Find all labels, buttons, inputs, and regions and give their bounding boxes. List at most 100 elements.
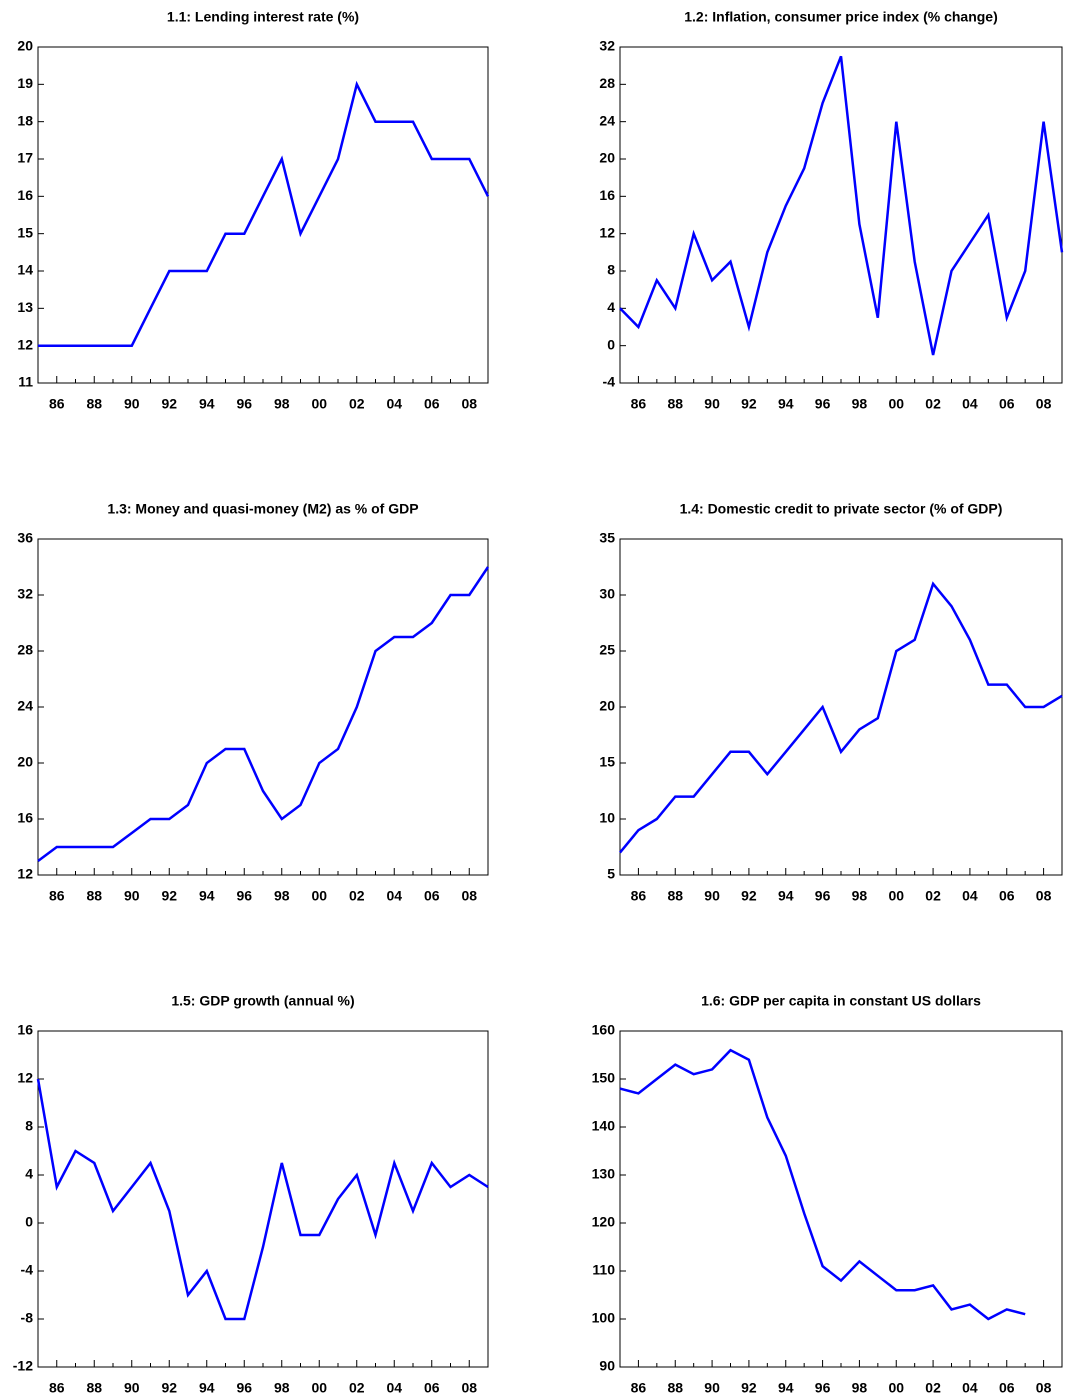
y-tick-label: 5 xyxy=(607,866,615,882)
x-tick-label: 94 xyxy=(199,1380,215,1395)
x-tick-label: 96 xyxy=(236,396,252,412)
y-tick-label: 11 xyxy=(18,374,33,390)
x-tick-label: 90 xyxy=(704,396,720,412)
y-tick-label: 16 xyxy=(17,187,33,203)
y-tick-label: 28 xyxy=(17,642,33,658)
y-tick-label: 20 xyxy=(599,698,615,714)
x-tick-label: 96 xyxy=(236,888,252,904)
x-tick-label: 92 xyxy=(161,396,177,412)
x-tick-label: 86 xyxy=(631,1380,647,1395)
x-tick-label: 92 xyxy=(741,1380,757,1395)
y-tick-label: 8 xyxy=(607,262,615,278)
chart-title: 1.4: Domestic credit to private sector (… xyxy=(680,501,1003,517)
x-tick-label: 08 xyxy=(1036,888,1052,904)
y-tick-label: 13 xyxy=(17,299,33,315)
plot-frame xyxy=(37,46,489,384)
x-tick-label: 00 xyxy=(888,396,904,412)
plot-frame xyxy=(619,46,1063,384)
x-tick-label: 02 xyxy=(349,396,365,412)
y-tick-label: 140 xyxy=(592,1118,616,1134)
y-tick-label: 16 xyxy=(599,187,615,203)
y-tick-label: 90 xyxy=(599,1358,615,1374)
x-tick-label: 92 xyxy=(161,1380,177,1395)
y-tick-label: -4 xyxy=(21,1262,34,1278)
x-tick-label: 96 xyxy=(815,888,831,904)
y-tick-label: 25 xyxy=(599,642,615,658)
y-tick-label: 17 xyxy=(17,150,33,166)
data-line xyxy=(619,1048,1026,1321)
plot-frame xyxy=(619,1030,1063,1368)
x-tick-label: 04 xyxy=(386,1380,402,1395)
x-tick-label: 96 xyxy=(236,1380,252,1395)
x-tick-label: 04 xyxy=(962,888,978,904)
x-tick-label: 90 xyxy=(704,1380,720,1395)
chart-title: 1.2: Inflation, consumer price index (% … xyxy=(684,9,998,25)
x-tick-label: 04 xyxy=(962,1380,978,1395)
chart-title: 1.1: Lending interest rate (%) xyxy=(167,9,359,25)
x-tick-label: 98 xyxy=(852,1380,868,1395)
x-tick-label: 06 xyxy=(424,888,440,904)
x-tick-label: 92 xyxy=(741,888,757,904)
y-tick-label: 100 xyxy=(592,1310,616,1326)
x-tick-label: 94 xyxy=(778,1380,794,1395)
y-tick-label: 16 xyxy=(17,810,33,826)
x-tick-label: 88 xyxy=(667,1380,683,1395)
x-tick-label: 94 xyxy=(778,888,794,904)
x-tick-label: 04 xyxy=(386,888,402,904)
data-line xyxy=(38,80,490,347)
y-tick-label: 35 xyxy=(599,530,615,546)
chart-title: 1.3: Money and quasi-money (M2) as % of … xyxy=(107,501,418,517)
x-tick-label: 98 xyxy=(274,888,290,904)
x-tick-label: 88 xyxy=(86,1380,102,1395)
y-tick-label: 24 xyxy=(599,112,615,128)
x-tick-label: 98 xyxy=(274,396,290,412)
chart-title: 1.6: GDP per capita in constant US dolla… xyxy=(701,993,981,1009)
x-tick-label: 06 xyxy=(999,1380,1015,1395)
y-tick-label: 130 xyxy=(592,1166,616,1182)
y-tick-label: 0 xyxy=(607,336,615,352)
y-tick-label: 15 xyxy=(599,754,615,770)
y-tick-label: -12 xyxy=(13,1358,33,1374)
x-tick-label: 98 xyxy=(274,1380,290,1395)
y-tick-label: 19 xyxy=(17,75,33,91)
x-tick-label: 90 xyxy=(124,396,140,412)
x-tick-label: 96 xyxy=(815,1380,831,1395)
data-line xyxy=(619,581,1063,854)
plot-frame xyxy=(37,1030,489,1368)
plot-frame xyxy=(619,538,1063,876)
x-tick-label: 04 xyxy=(962,396,978,412)
data-line xyxy=(36,1078,489,1321)
y-tick-label: 32 xyxy=(17,586,33,602)
y-tick-label: 28 xyxy=(599,75,615,91)
x-tick-label: 90 xyxy=(124,888,140,904)
y-tick-label: 20 xyxy=(17,754,33,770)
x-tick-label: 88 xyxy=(667,888,683,904)
y-tick-label: 18 xyxy=(17,112,33,128)
x-tick-label: 96 xyxy=(815,396,831,412)
data-line xyxy=(37,566,490,863)
x-tick-label: 94 xyxy=(199,396,215,412)
x-tick-label: 02 xyxy=(349,1380,365,1395)
x-tick-label: 06 xyxy=(424,1380,440,1395)
x-tick-label: 02 xyxy=(925,396,941,412)
x-tick-label: 92 xyxy=(161,888,177,904)
y-tick-label: 12 xyxy=(17,866,33,882)
y-tick-label: 120 xyxy=(592,1214,616,1230)
y-tick-label: 10 xyxy=(599,810,615,826)
y-tick-label: -4 xyxy=(603,374,616,390)
x-tick-label: 00 xyxy=(888,888,904,904)
x-tick-label: 06 xyxy=(424,396,440,412)
x-tick-label: 00 xyxy=(311,1380,327,1395)
x-tick-label: 02 xyxy=(925,1380,941,1395)
y-tick-label: 4 xyxy=(25,1166,33,1182)
x-tick-label: 90 xyxy=(124,1380,140,1395)
x-tick-label: 08 xyxy=(461,888,477,904)
y-tick-label: 20 xyxy=(599,150,615,166)
x-tick-label: 98 xyxy=(852,396,868,412)
x-tick-label: 02 xyxy=(349,888,365,904)
y-tick-label: 20 xyxy=(17,38,33,54)
y-tick-label: 16 xyxy=(17,1022,33,1038)
x-tick-label: 06 xyxy=(999,396,1015,412)
x-tick-label: 08 xyxy=(461,396,477,412)
y-tick-label: 32 xyxy=(599,38,615,54)
